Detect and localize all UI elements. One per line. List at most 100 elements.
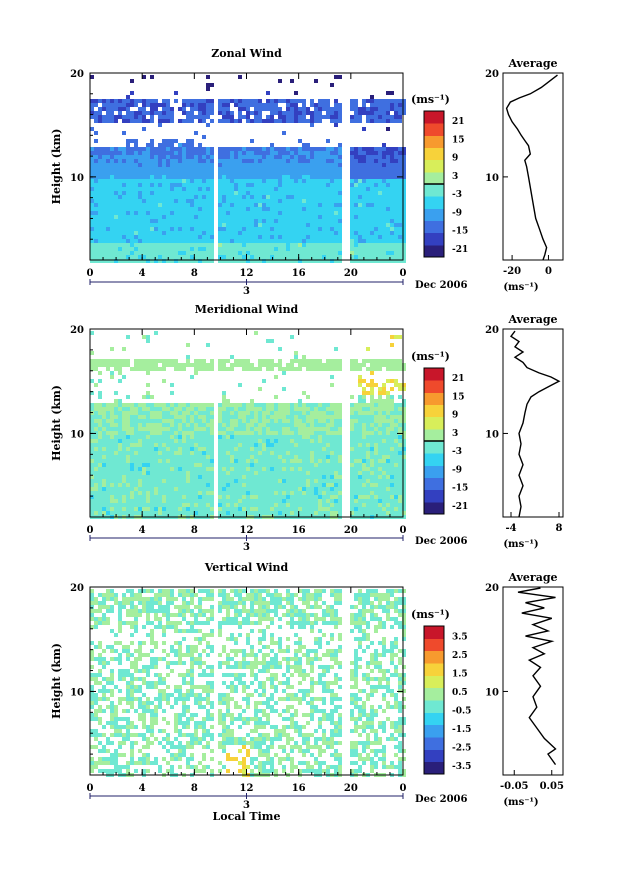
profile-x-tick-label: 0 <box>545 266 552 277</box>
heatmap-cell <box>250 163 254 167</box>
heatmap-cell <box>374 427 378 431</box>
heatmap-cell <box>186 223 190 227</box>
heatmap-cell <box>258 147 262 151</box>
heatmap-cell <box>122 103 126 107</box>
heatmap-cell <box>254 447 258 451</box>
heatmap-cell <box>210 119 214 123</box>
heatmap-cell <box>114 167 118 171</box>
heatmap-cell <box>226 403 230 407</box>
heatmap-cell <box>350 207 354 211</box>
heatmap-cell <box>206 199 210 203</box>
heatmap-cell <box>158 199 162 203</box>
heatmap-cell <box>158 403 162 407</box>
heatmap-cell <box>390 443 394 447</box>
heatmap-cell <box>238 111 242 115</box>
heatmap-cell <box>338 479 342 483</box>
heatmap-cell <box>370 359 374 363</box>
heatmap-cell <box>222 403 226 407</box>
heatmap-cell <box>110 171 114 175</box>
heatmap-cell <box>290 183 294 187</box>
heatmap-cell <box>122 195 126 199</box>
heatmap-cell <box>286 239 290 243</box>
heatmap-cell <box>118 211 122 215</box>
heatmap-cell <box>338 455 342 459</box>
heatmap-cell <box>366 199 370 203</box>
heatmap-cell <box>218 423 222 427</box>
heatmap-cell <box>366 483 370 487</box>
heatmap-cell <box>298 139 302 143</box>
heatmap-cell <box>310 499 314 503</box>
heatmap-cell <box>98 415 102 419</box>
heatmap-cell <box>338 423 342 427</box>
heatmap-cell <box>198 419 202 423</box>
heatmap-cell <box>370 491 374 495</box>
heatmap-cell <box>302 359 306 363</box>
heatmap-cell <box>198 467 202 471</box>
heatmap-cell <box>138 403 142 407</box>
heatmap-cell <box>402 451 406 455</box>
heatmap-cell <box>90 487 94 491</box>
heatmap-cell <box>190 407 194 411</box>
heatmap-cell <box>158 451 162 455</box>
heatmap-cell <box>266 167 270 171</box>
heatmap-cell <box>110 107 114 111</box>
heatmap-cell <box>262 155 266 159</box>
heatmap-cell <box>130 99 134 103</box>
heatmap-cell <box>266 499 270 503</box>
heatmap-cell <box>94 167 98 171</box>
heatmap-cell <box>158 467 162 471</box>
heatmap-cell <box>250 159 254 163</box>
heatmap-cell <box>198 483 202 487</box>
heatmap-cell <box>170 451 174 455</box>
heatmap-cell <box>338 111 342 115</box>
heatmap-cell <box>386 255 390 259</box>
heatmap-cell <box>286 195 290 199</box>
heatmap-cell <box>202 359 206 363</box>
heatmap-cell <box>366 239 370 243</box>
heatmap-cell <box>242 411 246 415</box>
heatmap-cell <box>166 451 170 455</box>
heatmap-cell <box>266 363 270 367</box>
heatmap-cell <box>310 163 314 167</box>
heatmap-cell <box>102 467 106 471</box>
heatmap-cell <box>302 463 306 467</box>
heatmap-cell <box>158 243 162 247</box>
heatmap-cell <box>238 171 242 175</box>
heatmap-cell <box>378 187 382 191</box>
heatmap-cell <box>286 487 290 491</box>
heatmap-cell <box>166 459 170 463</box>
heatmap-cell <box>254 243 258 247</box>
heatmap-cell <box>382 255 386 259</box>
heatmap-cell <box>254 215 258 219</box>
heatmap-cell <box>366 415 370 419</box>
heatmap-cell <box>362 395 366 399</box>
heatmap-cell <box>190 439 194 443</box>
heatmap-cell <box>338 255 342 259</box>
heatmap-cell <box>226 423 230 427</box>
heatmap-cell <box>118 407 122 411</box>
heatmap-cell <box>270 423 274 427</box>
heatmap-cell <box>114 211 118 215</box>
heatmap-cell <box>190 99 194 103</box>
heatmap-cell <box>262 107 266 111</box>
heatmap-cell <box>202 431 206 435</box>
heatmap-cell <box>194 367 198 371</box>
heatmap-cell <box>182 243 186 247</box>
heatmap-cell <box>130 203 134 207</box>
heatmap-cell <box>134 235 138 239</box>
heatmap-cell <box>378 239 382 243</box>
heatmap-cell <box>190 191 194 195</box>
heatmap-cell <box>318 443 322 447</box>
heatmap-cell <box>146 227 150 231</box>
heatmap-cell <box>242 247 246 251</box>
heatmap-cell <box>174 199 178 203</box>
heatmap-cell <box>198 491 202 495</box>
heatmap-cell <box>266 415 270 419</box>
heatmap-cell <box>238 495 242 499</box>
heatmap-cell <box>142 251 146 255</box>
heatmap-cell <box>90 211 94 215</box>
heatmap-cell <box>226 175 230 179</box>
heatmap-cell <box>286 191 290 195</box>
heatmap-cell <box>350 107 354 111</box>
heatmap-cell <box>110 219 114 223</box>
